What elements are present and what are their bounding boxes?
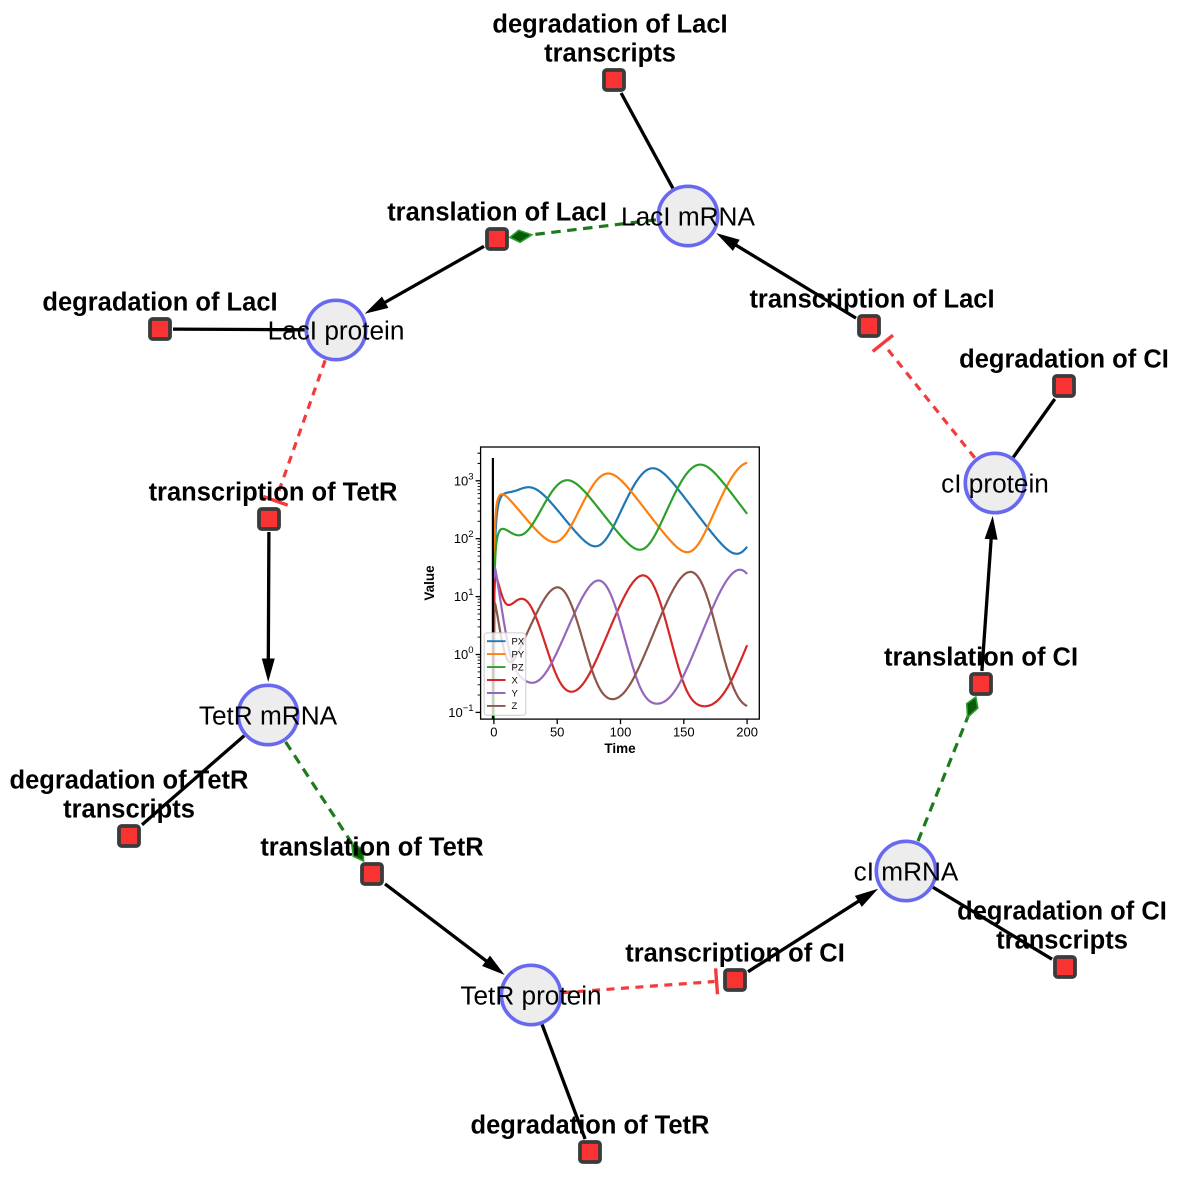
svg-text:100: 100	[610, 725, 632, 740]
svg-text:TetR protein: TetR protein	[460, 980, 601, 1010]
svg-text:degradation of TetR: degradation of TetR	[10, 767, 249, 795]
svg-text:LacI mRNA: LacI mRNA	[621, 201, 755, 231]
svg-text:translation of TetR: translation of TetR	[260, 834, 483, 862]
svg-text:transcripts: transcripts	[63, 796, 195, 824]
svg-text:degradation of CI: degradation of CI	[957, 898, 1167, 926]
svg-text:transcription of LacI: transcription of LacI	[749, 286, 994, 314]
svg-text:Z: Z	[512, 701, 518, 712]
svg-text:Y: Y	[512, 688, 519, 699]
svg-text:transcription of TetR: transcription of TetR	[149, 479, 398, 507]
svg-text:degradation of CI: degradation of CI	[959, 346, 1169, 374]
svg-text:50: 50	[550, 725, 564, 740]
svg-text:101: 101	[454, 587, 474, 604]
svg-text:cI mRNA: cI mRNA	[854, 856, 959, 886]
svg-text:150: 150	[673, 725, 695, 740]
svg-text:10−1: 10−1	[448, 703, 473, 720]
svg-text:103: 103	[454, 471, 474, 488]
svg-text:degradation of TetR: degradation of TetR	[471, 1112, 710, 1140]
svg-text:0: 0	[490, 725, 497, 740]
svg-text:translation of CI: translation of CI	[884, 644, 1078, 672]
svg-text:transcription of CI: transcription of CI	[625, 940, 845, 968]
svg-text:transcripts: transcripts	[544, 40, 676, 68]
svg-text:degradation of LacI: degradation of LacI	[492, 11, 727, 39]
svg-text:translation of LacI: translation of LacI	[387, 199, 607, 227]
svg-text:LacI protein: LacI protein	[268, 315, 405, 345]
svg-text:TetR mRNA: TetR mRNA	[199, 700, 338, 730]
svg-text:200: 200	[736, 725, 758, 740]
svg-text:Time: Time	[604, 741, 636, 756]
svg-text:PY: PY	[512, 649, 525, 660]
svg-text:degradation of LacI: degradation of LacI	[42, 289, 277, 317]
svg-text:transcripts: transcripts	[996, 927, 1128, 955]
svg-text:X: X	[512, 675, 519, 686]
svg-text:Value: Value	[422, 565, 437, 601]
svg-text:PX: PX	[512, 637, 525, 648]
svg-text:102: 102	[454, 529, 474, 546]
svg-text:PZ: PZ	[512, 662, 524, 673]
svg-text:cI protein: cI protein	[941, 468, 1049, 498]
svg-text:100: 100	[454, 645, 474, 662]
